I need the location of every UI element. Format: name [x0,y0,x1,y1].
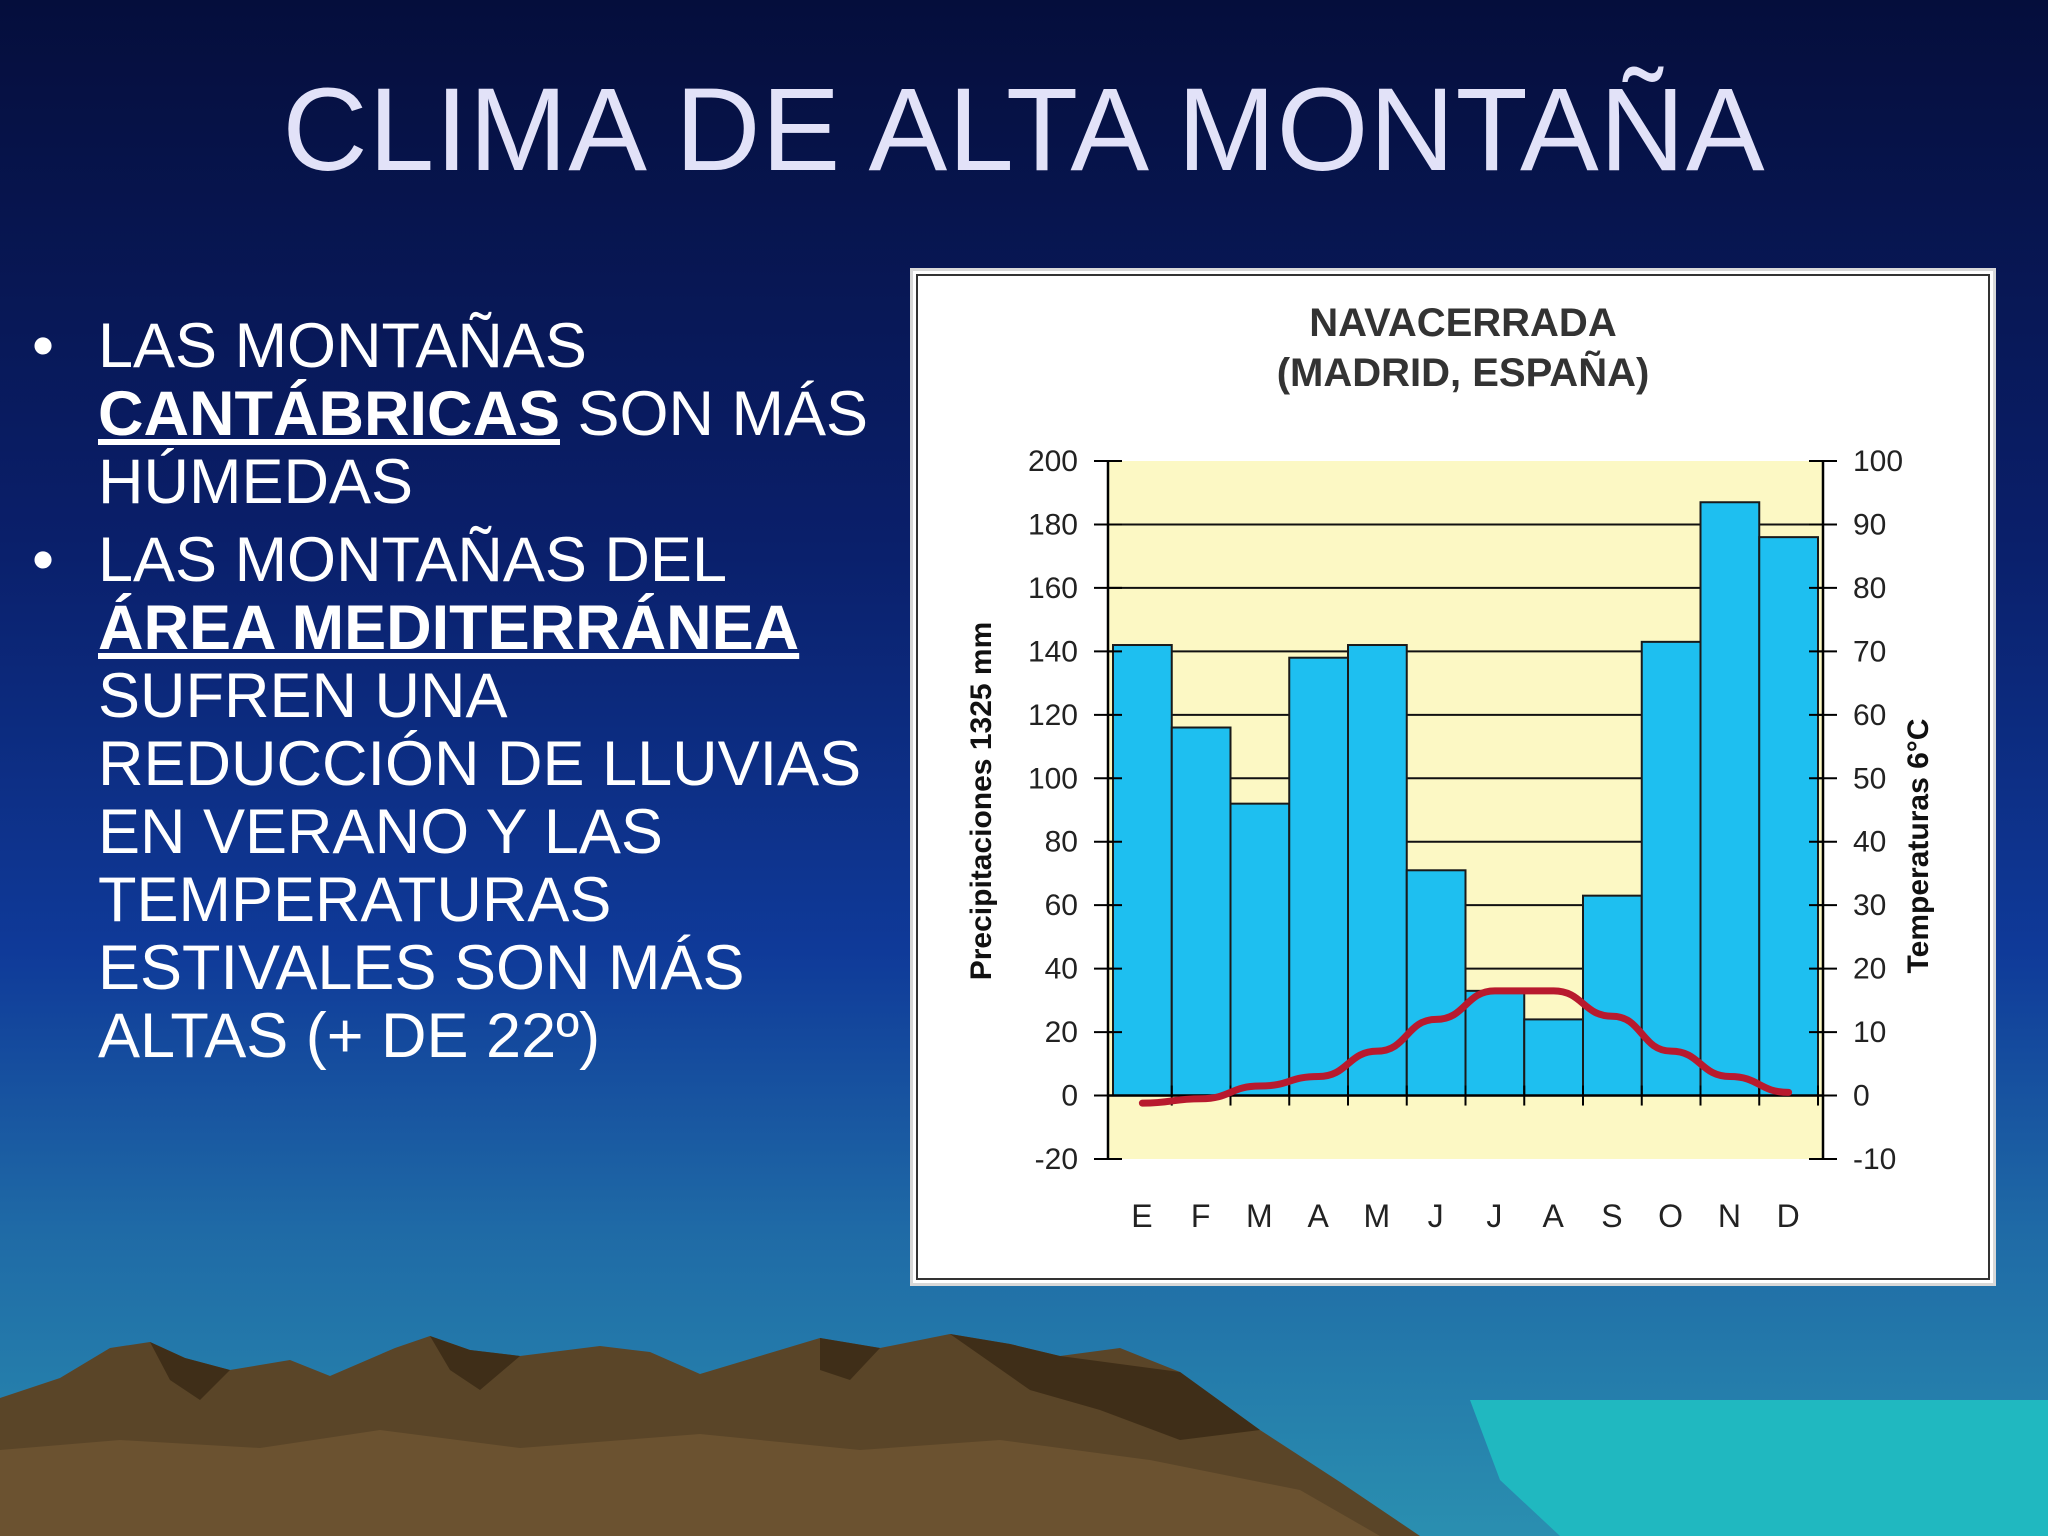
precipitation-bar [1699,501,1761,1097]
y-tick-label-right: 50 [1853,762,1886,795]
bullet-text-pre: LAS MONTAÑAS [98,311,587,381]
slide-title: CLIMA DE ALTA MONTAÑA [282,64,1766,196]
climograph: 200 180 160 140 120 100 80 60 40 20 0 -20 100 90 80 70 6… [910,268,1996,1286]
x-tick-label: D [1777,1198,1801,1234]
precipitation-bar [1582,894,1643,1097]
y-tick-label-left: 0 [1061,1080,1078,1113]
precipitation-bar [1347,644,1408,1097]
x-tick-label: M [1364,1198,1392,1234]
y-axis-label-right: Temperaturas 6°C [1902,719,1935,974]
chart-title-line-1: NAVACERRADA [1309,301,1616,345]
climograph-svg: 200180160140120100806040200-201009080706… [965,301,1935,1234]
precipitation-bars [1112,501,1819,1097]
x-tick-label: F [1191,1198,1212,1234]
y-tick-label-left: 200 [1028,445,1078,478]
bullet-item: • LAS MONTAÑAS CANTÁBRICAS SON MÁS HÚMEDA… [20,312,880,516]
bullet-dot: • [32,525,55,595]
precipitation-bar [1112,644,1173,1097]
bullet-text-post: SON MÁS HÚMEDAS [98,379,869,517]
x-tick-label: E [1131,1198,1153,1234]
bullet-text-post: SUFREN UNA REDUCCIÓN DE LLUVIAS EN VERAN… [98,661,862,1071]
y-tick-label-left: 80 [1045,826,1078,859]
y-tick-label-left: 120 [1028,699,1078,732]
precipitation-bar [1288,656,1349,1097]
y-tick-label-right: 0 [1853,1080,1870,1113]
mountain-landscape [0,1334,2048,1536]
y-tick-label-left: 20 [1045,1016,1078,1049]
y-axis-label-left: Precipitaciones 1325 mm [965,622,998,981]
y-tick-label-left: 180 [1028,508,1078,541]
mountain-shadows [150,1334,1260,1440]
bullet-item: • LAS MONTAÑAS DEL ÁREA MEDITERRÁNEA SUFR… [20,526,880,1070]
y-tick-label-left: -20 [1035,1143,1078,1176]
y-tick-label-left: 100 [1028,762,1078,795]
y-tick-label-right: 30 [1853,889,1886,922]
y-tick-label-right: 10 [1853,1016,1886,1049]
precipitation-bar [1640,640,1702,1097]
chart-title-line-2: (MADRID, ESPAÑA) [1277,349,1650,395]
bullet-dot: • [32,311,55,381]
y-tick-label-left: 40 [1045,953,1078,986]
x-tick-label: S [1601,1198,1623,1234]
temperature-line [1138,987,1793,1107]
precipitation-bar [1758,536,1819,1097]
precipitation-bar [1523,1018,1584,1097]
y-tick-label-left: 140 [1028,635,1078,668]
y-tick-label-left: 160 [1028,572,1078,605]
x-tick-label: N [1718,1198,1742,1234]
sea [1470,1400,2048,1536]
y-tick-label-left: 60 [1045,889,1078,922]
x-tick-label: O [1658,1198,1684,1234]
bullet-emphasis: CANTÁBRICAS [98,379,560,449]
precipitation-bar [1405,869,1467,1097]
x-tick-label: A [1542,1198,1564,1234]
y-tick-label-right: -10 [1853,1143,1896,1176]
precipitation-bar [1464,989,1526,1097]
bullet-emphasis: ÁREA MEDITERRÁNEA [98,593,800,663]
y-tick-label-right: 60 [1853,699,1886,732]
y-tick-label-right: 40 [1853,826,1886,859]
x-tick-label: J [1486,1198,1503,1234]
precipitation-bar [1229,802,1291,1097]
y-tick-label-right: 90 [1853,508,1886,541]
precipitation-bar [1170,726,1232,1097]
bullet-text-pre: LAS MONTAÑAS DEL [98,525,725,595]
x-tick-label: A [1307,1198,1329,1234]
y-tick-label-right: 100 [1853,445,1903,478]
tick-labels: 200180160140120100806040200-201009080706… [1028,445,1903,1234]
y-tick-label-right: 70 [1853,635,1886,668]
x-tick-label: J [1428,1198,1445,1234]
y-tick-label-right: 80 [1853,572,1886,605]
bullet-list: • LAS MONTAÑAS CANTÁBRICAS SON MÁS HÚMEDA… [20,312,880,1080]
y-tick-label-right: 20 [1853,953,1886,986]
mountain-range-near [0,1430,1380,1536]
x-tick-label: M [1246,1198,1274,1234]
